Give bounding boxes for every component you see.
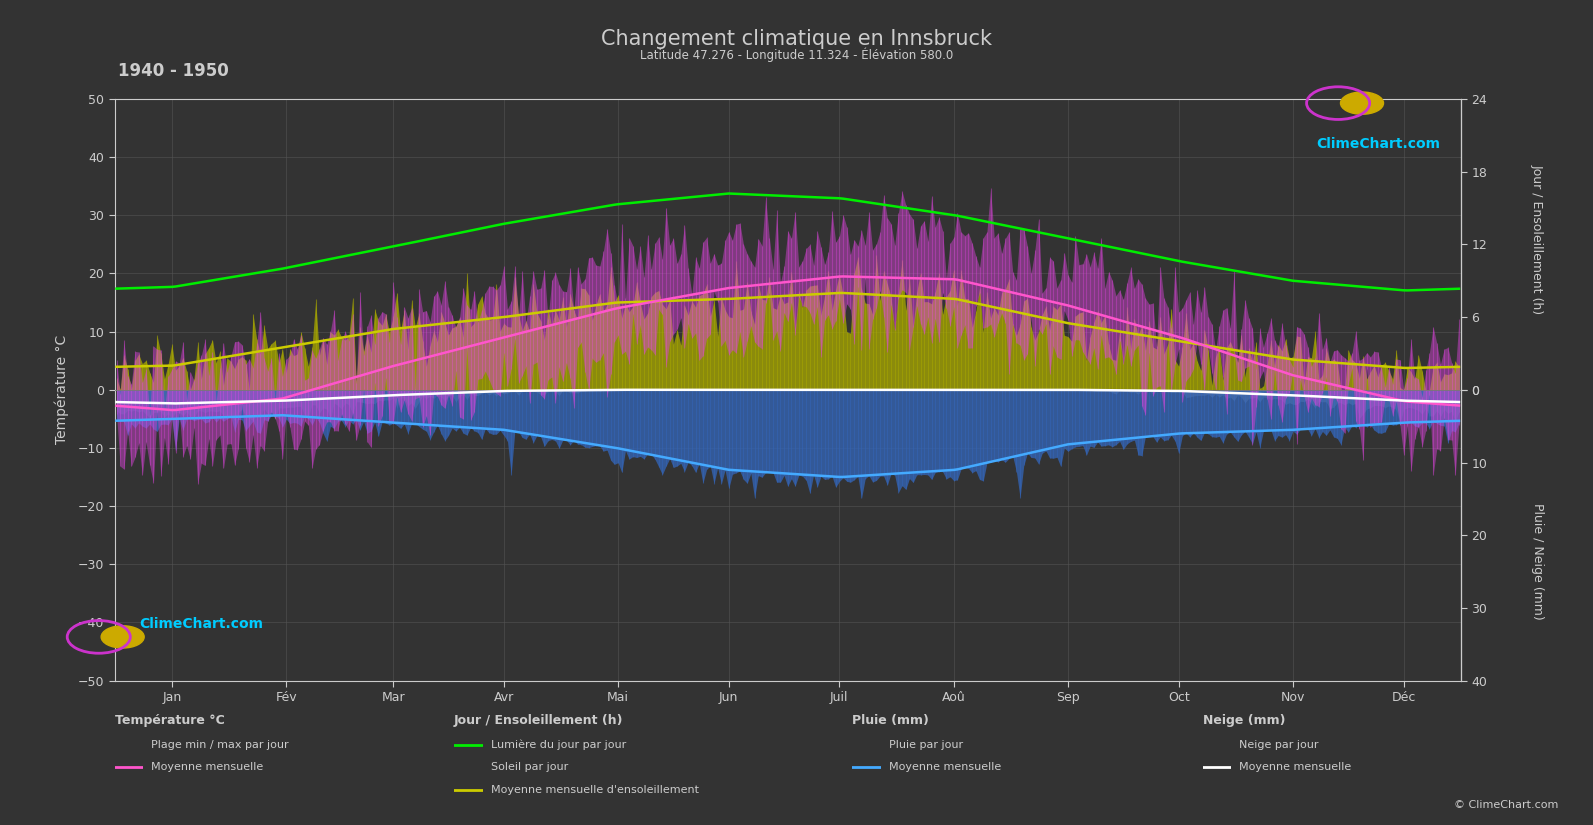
- Text: Plage min / max par jour: Plage min / max par jour: [151, 740, 288, 750]
- Text: Moyenne mensuelle d'ensoleillement: Moyenne mensuelle d'ensoleillement: [491, 785, 699, 794]
- Text: Neige (mm): Neige (mm): [1203, 714, 1286, 727]
- Text: Soleil par jour: Soleil par jour: [491, 762, 567, 772]
- Text: ClimeChart.com: ClimeChart.com: [1316, 137, 1440, 151]
- Text: Température °C: Température °C: [115, 714, 225, 727]
- Text: Pluie / Neige (mm): Pluie / Neige (mm): [1531, 502, 1544, 620]
- Text: Jour / Ensoleillement (h): Jour / Ensoleillement (h): [1531, 164, 1544, 314]
- Text: Moyenne mensuelle: Moyenne mensuelle: [1239, 762, 1351, 772]
- Text: Latitude 47.276 - Longitude 11.324 - Élévation 580.0: Latitude 47.276 - Longitude 11.324 - Élé…: [640, 48, 953, 63]
- Text: Moyenne mensuelle: Moyenne mensuelle: [151, 762, 263, 772]
- Text: ClimeChart.com: ClimeChart.com: [139, 617, 263, 631]
- Text: Neige par jour: Neige par jour: [1239, 740, 1319, 750]
- Text: Changement climatique en Innsbruck: Changement climatique en Innsbruck: [601, 29, 992, 49]
- Text: Moyenne mensuelle: Moyenne mensuelle: [889, 762, 1000, 772]
- Text: Jour / Ensoleillement (h): Jour / Ensoleillement (h): [454, 714, 623, 727]
- Text: Pluie (mm): Pluie (mm): [852, 714, 929, 727]
- Y-axis label: Température °C: Température °C: [54, 335, 70, 445]
- Text: Lumière du jour par jour: Lumière du jour par jour: [491, 740, 626, 750]
- Text: Pluie par jour: Pluie par jour: [889, 740, 964, 750]
- Text: © ClimeChart.com: © ClimeChart.com: [1453, 800, 1558, 810]
- Text: 1940 - 1950: 1940 - 1950: [118, 62, 229, 80]
